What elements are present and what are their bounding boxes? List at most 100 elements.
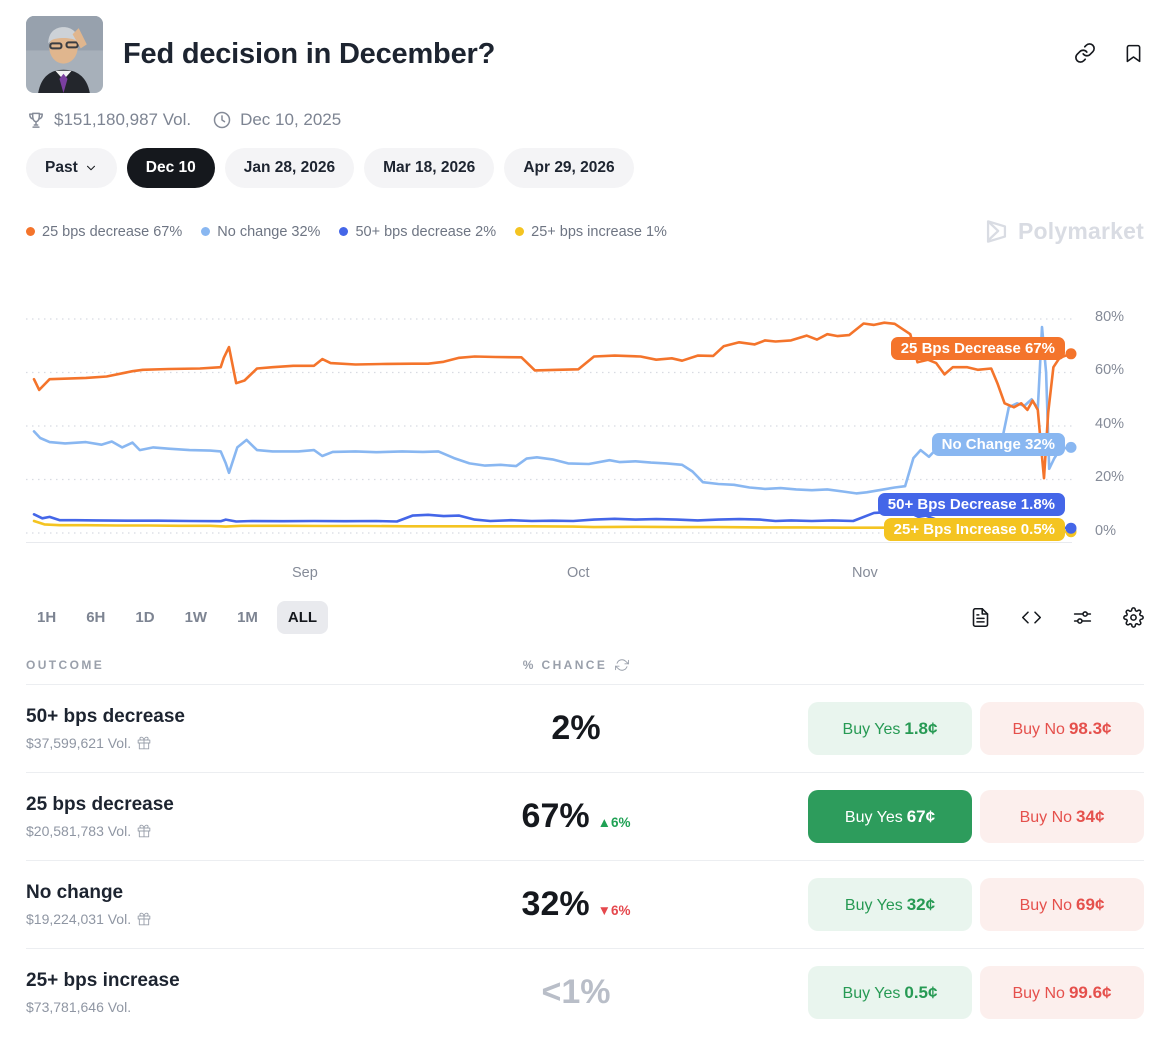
tab-apr-29[interactable]: Apr 29, 2026 xyxy=(504,148,634,188)
page-title: Fed decision in December? xyxy=(123,38,496,70)
outcomes-table: OUTCOME % CHANCE 50+ bps decrease $37,59… xyxy=(26,658,1144,1036)
clock-icon xyxy=(213,111,231,129)
refresh-icon[interactable] xyxy=(615,658,630,672)
series-badge-no-change: No Change 32% xyxy=(931,433,1065,456)
tab-label: Apr 29, 2026 xyxy=(523,159,615,176)
x-axis-tick: Sep xyxy=(292,565,318,581)
settings-button[interactable] xyxy=(1123,607,1144,628)
chance-value: 2% xyxy=(551,709,601,747)
gift-icon xyxy=(137,824,151,838)
legend-label: No change 32% xyxy=(217,223,321,240)
gift-icon xyxy=(137,912,151,926)
chart-canvas[interactable] xyxy=(26,277,1086,547)
tab-label: Mar 18, 2026 xyxy=(383,159,476,176)
tab-mar-18[interactable]: Mar 18, 2026 xyxy=(364,148,495,188)
x-axis-tick: Nov xyxy=(852,565,878,581)
chart-settings-button[interactable] xyxy=(1072,607,1093,628)
legend-item[interactable]: 25 bps decrease 67% xyxy=(26,224,182,240)
outcome-name: 50+ bps decrease xyxy=(26,706,185,727)
buy-yes-button[interactable]: Buy Yes 1.8¢ xyxy=(808,702,972,755)
market-avatar xyxy=(26,16,103,93)
series-badge-50-decrease: 50+ Bps Decrease 1.8% xyxy=(877,493,1065,516)
tab-label: Dec 10 xyxy=(145,159,196,176)
outcomes-header: OUTCOME % CHANCE xyxy=(26,658,1144,685)
range-1d[interactable]: 1D xyxy=(124,601,165,634)
trophy-icon xyxy=(29,112,43,128)
buy-no-button[interactable]: Buy No 69¢ xyxy=(980,878,1144,931)
copy-link-button[interactable] xyxy=(1074,42,1096,64)
chart-toolbar xyxy=(970,607,1144,628)
range-all[interactable]: ALL xyxy=(276,601,329,634)
legend-dot-lightblue xyxy=(201,227,211,236)
legend-dot-blue xyxy=(339,227,349,236)
tab-jan-28[interactable]: Jan 28, 2026 xyxy=(224,148,355,188)
embed-button[interactable] xyxy=(1021,607,1042,628)
tab-dec-10[interactable]: Dec 10 xyxy=(126,148,215,188)
legend-label: 25+ bps increase 1% xyxy=(531,223,667,240)
chance-value: 67% xyxy=(521,797,590,835)
bookmark-icon xyxy=(1126,44,1141,62)
range-1m[interactable]: 1M xyxy=(226,601,269,634)
header-actions xyxy=(1074,42,1144,64)
range-1w[interactable]: 1W xyxy=(174,601,219,634)
chance-column-header: % CHANCE xyxy=(523,658,630,672)
outcome-row-25-bps-decrease[interactable]: 25 bps decrease $20,581,783 Vol. 67% ▲6% … xyxy=(26,773,1144,861)
buy-no-button[interactable]: Buy No 34¢ xyxy=(980,790,1144,843)
chance-delta-down: ▼6% xyxy=(597,903,631,918)
bookmark-button[interactable] xyxy=(1123,42,1144,64)
range-1h[interactable]: 1H xyxy=(26,601,67,634)
chance-delta-up: ▲6% xyxy=(597,815,631,830)
legend-row: 25 bps decrease 67% No change 32% 50+ bp… xyxy=(26,218,1144,245)
outcome-column-header: OUTCOME xyxy=(26,658,105,672)
y-axis-tick: 80% xyxy=(1095,309,1125,325)
outcome-volume: $37,599,621 Vol. xyxy=(26,735,132,751)
code-icon xyxy=(1021,611,1042,624)
tab-label: Past xyxy=(45,159,78,176)
buy-no-button[interactable]: Buy No 99.6¢ xyxy=(980,966,1144,1019)
buy-yes-button[interactable]: Buy Yes 0.5¢ xyxy=(808,966,972,1019)
series-badge-25-increase: 25+ Bps Increase 0.5% xyxy=(883,518,1065,541)
powell-portrait xyxy=(26,16,103,93)
legend-dot-orange xyxy=(26,227,35,236)
meta-row: $151,180,987 Vol. Dec 10, 2025 xyxy=(26,110,1144,130)
document-icon xyxy=(972,607,989,628)
polymarket-logo-icon xyxy=(986,220,1007,243)
outcome-volume: $73,781,646 Vol. xyxy=(26,999,132,1015)
chance-value: 32% xyxy=(521,885,590,923)
buy-yes-button[interactable]: Buy Yes 32¢ xyxy=(808,878,972,931)
outcome-name: No change xyxy=(26,882,124,903)
chance-header-label: % CHANCE xyxy=(522,658,608,672)
gift-icon xyxy=(137,736,151,750)
polymarket-watermark: Polymarket xyxy=(983,218,1144,245)
gear-icon xyxy=(1123,607,1144,628)
price-chart[interactable]: 80% 60% 40% 20% 0% Sep Oct Nov 25 Bps De… xyxy=(26,277,1144,589)
outcome-row-no-change[interactable]: No change $19,224,031 Vol. 32% ▼6% Buy Ye… xyxy=(26,861,1144,949)
x-axis-tick: Oct xyxy=(567,565,590,581)
outcome-name: 25+ bps increase xyxy=(26,970,180,991)
series-badge-25-decrease: 25 Bps Decrease 67% xyxy=(890,337,1065,360)
legend-item[interactable]: 25+ bps increase 1% xyxy=(515,224,667,240)
watermark-label: Polymarket xyxy=(1017,218,1144,244)
chevron-down-icon xyxy=(86,165,95,171)
market-date: Dec 10, 2025 xyxy=(240,110,342,129)
legend-item[interactable]: No change 32% xyxy=(201,224,320,240)
outcome-row-50-bps-decrease[interactable]: 50+ bps decrease $37,599,621 Vol. 2% Buy… xyxy=(26,685,1144,773)
chance-value: <1% xyxy=(541,973,611,1011)
legend-item[interactable]: 50+ bps decrease 2% xyxy=(339,224,496,240)
news-button[interactable] xyxy=(970,607,991,628)
outcome-row-25-bps-increase[interactable]: 25+ bps increase $73,781,646 Vol. <1% Bu… xyxy=(26,949,1144,1036)
y-axis-tick: 60% xyxy=(1095,362,1125,378)
y-axis-tick: 0% xyxy=(1095,523,1116,539)
timeframe-row: 1H 6H 1D 1W 1M ALL xyxy=(26,601,1144,634)
buy-yes-button-selected[interactable]: Buy Yes 67¢ xyxy=(808,790,972,843)
y-axis-tick: 40% xyxy=(1095,416,1125,432)
sliders-icon xyxy=(1073,611,1092,624)
volume-total: $151,180,987 Vol. xyxy=(54,110,192,129)
range-6h[interactable]: 6H xyxy=(75,601,116,634)
date-tabs: Past Dec 10 Jan 28, 2026 Mar 18, 2026 Ap… xyxy=(26,148,1144,188)
tab-past[interactable]: Past xyxy=(26,148,117,188)
buy-no-button[interactable]: Buy No 98.3¢ xyxy=(980,702,1144,755)
link-icon xyxy=(1075,43,1095,63)
y-axis-tick: 20% xyxy=(1095,469,1125,485)
